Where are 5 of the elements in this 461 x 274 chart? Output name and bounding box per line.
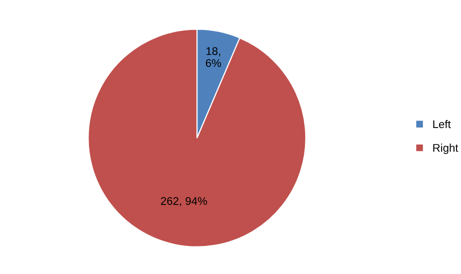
data-label: 262, 94% <box>160 197 207 206</box>
pie-slice <box>88 28 306 248</box>
legend-label: Left <box>433 120 451 128</box>
legend-label: Right <box>433 144 458 154</box>
data-label: 18, 6% <box>206 47 222 68</box>
